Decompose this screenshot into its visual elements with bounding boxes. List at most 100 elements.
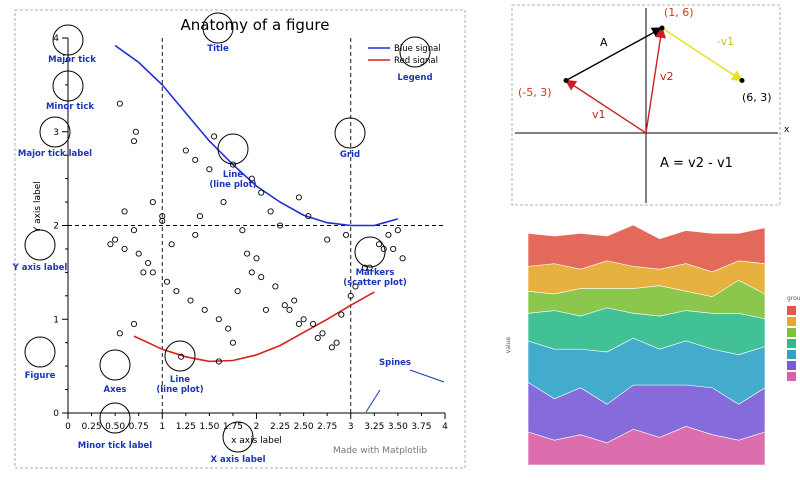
scatter-point bbox=[140, 269, 147, 276]
y-axis-label: Y axis label bbox=[33, 181, 43, 233]
scatter-point bbox=[277, 222, 284, 229]
scatter-point bbox=[262, 306, 269, 313]
series-line-blue-signal bbox=[114, 44, 399, 227]
stacked-area-chart: value group bbox=[505, 224, 800, 466]
scatter-point bbox=[253, 255, 260, 262]
scatter-point bbox=[258, 189, 265, 196]
series-line-red-signal bbox=[133, 291, 375, 363]
scatter-point bbox=[328, 344, 335, 351]
scatter-point bbox=[121, 208, 128, 215]
footer-text: Made with Matplotlib bbox=[333, 446, 427, 456]
scatter-point bbox=[248, 175, 255, 182]
legend-title: group bbox=[787, 295, 800, 302]
legend-entry: Blue signal bbox=[394, 44, 441, 54]
scatter-point bbox=[258, 274, 265, 281]
major-tick-label-x: 3 bbox=[348, 422, 354, 432]
scatter-point bbox=[220, 199, 227, 206]
vector-label-A: A bbox=[600, 36, 608, 49]
annotation-label: Spines bbox=[379, 358, 411, 368]
vector-v2 bbox=[645, 26, 667, 134]
scatter-point bbox=[347, 292, 354, 299]
legend-swatch-F bbox=[787, 317, 796, 326]
annotation-label: Y axis label bbox=[12, 263, 68, 273]
legend-swatch-C bbox=[787, 350, 796, 359]
legend-swatch-D bbox=[787, 339, 796, 348]
annotation-label: Figure bbox=[25, 371, 56, 381]
scatter-point bbox=[234, 288, 241, 295]
scatter-point bbox=[159, 213, 166, 220]
scatter-point bbox=[201, 306, 208, 313]
minor-tick-label-x: 3.75 bbox=[411, 422, 431, 432]
scatter-point bbox=[116, 330, 123, 337]
minor-tick-label-x: 1.25 bbox=[176, 422, 196, 432]
annotation-label: Axes bbox=[104, 385, 127, 395]
minor-tick-label-x: 1.50 bbox=[199, 422, 219, 432]
annotation-label: Major tick bbox=[48, 55, 96, 65]
scatter-point bbox=[267, 208, 274, 215]
vector-diagram: x Av1 v2 -v1 (1, 6) (-5, 3) (6, 3) A = v2 - v1 bbox=[511, 4, 790, 206]
major-tick-label-y: 4 bbox=[53, 34, 59, 44]
scatter-point bbox=[390, 245, 397, 252]
scatter-point bbox=[145, 259, 152, 267]
major-tick-label-x: 2 bbox=[254, 422, 260, 432]
major-tick-label-x: 4 bbox=[442, 422, 448, 432]
legend-swatch-B bbox=[787, 361, 796, 370]
annotation-circle bbox=[99, 349, 131, 381]
point-marker bbox=[739, 78, 745, 83]
area-y-label: value bbox=[505, 336, 512, 353]
legend-swatch-E bbox=[787, 328, 796, 337]
scatter-point bbox=[225, 325, 232, 332]
scatter-point bbox=[338, 311, 345, 318]
annotation-label: (line plot) bbox=[209, 180, 256, 190]
minor-tick-label-x: 1.75 bbox=[223, 422, 243, 432]
vector-border bbox=[511, 4, 781, 206]
vector-A bbox=[565, 27, 664, 82]
scatter-point bbox=[291, 297, 298, 304]
scatter-point bbox=[375, 241, 383, 248]
scatter-point bbox=[163, 278, 171, 285]
scatter-point bbox=[211, 133, 218, 140]
scatter-point bbox=[112, 236, 119, 243]
spine-pointer bbox=[365, 389, 381, 413]
annotation-circle bbox=[217, 133, 249, 165]
annotation-circle bbox=[24, 229, 56, 261]
annotation-label: X axis label bbox=[210, 455, 265, 465]
scatter-point bbox=[239, 227, 246, 234]
scatter-point bbox=[149, 199, 156, 206]
scatter-point bbox=[333, 339, 340, 346]
scatter-point bbox=[168, 241, 175, 248]
annotation-label: (line plot) bbox=[156, 385, 203, 395]
point-label: (1, 6) bbox=[664, 6, 694, 19]
annotation-circle bbox=[99, 402, 131, 434]
annotation-label: Title bbox=[207, 44, 229, 54]
scatter-point bbox=[121, 245, 128, 252]
scatter-point bbox=[366, 264, 373, 271]
scatter-point bbox=[272, 283, 279, 290]
minor-tick-label-x: 0.75 bbox=[129, 422, 149, 432]
legend-entry: Red signal bbox=[394, 56, 438, 66]
legend-swatch-A bbox=[787, 372, 796, 381]
scatter-point bbox=[215, 358, 222, 365]
annotation-circle bbox=[52, 24, 84, 56]
annotation-circle bbox=[222, 421, 254, 453]
annotation-circle bbox=[202, 12, 234, 44]
major-tick-label-y: 0 bbox=[53, 409, 59, 419]
scatter-point bbox=[192, 231, 199, 238]
scatter-point bbox=[132, 128, 139, 135]
equation-text: A = v2 - v1 bbox=[660, 156, 733, 171]
axis-label-x: x bbox=[784, 125, 790, 135]
major-tick-label-y: 3 bbox=[53, 128, 59, 138]
scatter-point bbox=[182, 147, 189, 154]
scatter-point bbox=[187, 297, 194, 304]
minor-tick-label-x: 2.25 bbox=[270, 422, 290, 432]
annotation-circle bbox=[164, 340, 196, 372]
annotation-circle bbox=[24, 336, 56, 368]
legend-swatch-G bbox=[787, 306, 796, 315]
scatter-point bbox=[130, 138, 138, 145]
annotation-label: (scatter plot) bbox=[343, 278, 407, 288]
minor-tick-label-x: 2.75 bbox=[317, 422, 337, 432]
scatter-point bbox=[295, 320, 302, 327]
scatter-point bbox=[248, 269, 255, 276]
scatter-point bbox=[361, 264, 368, 271]
